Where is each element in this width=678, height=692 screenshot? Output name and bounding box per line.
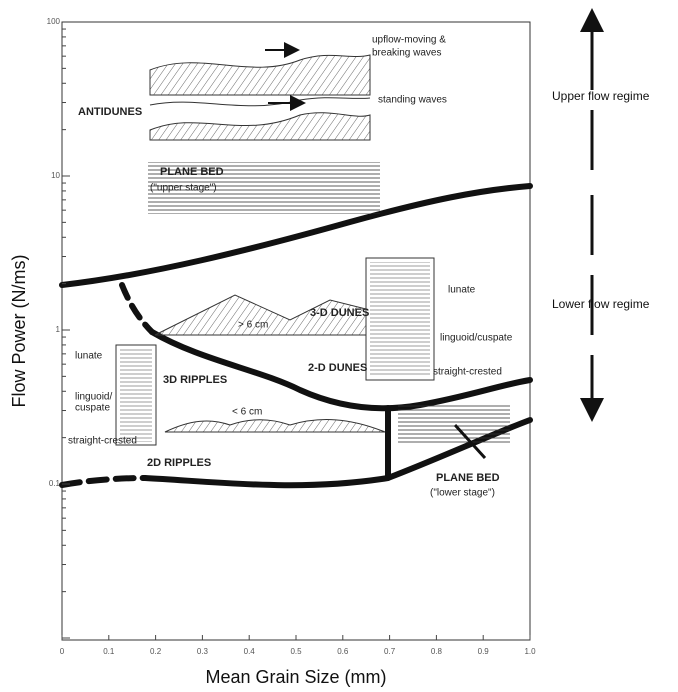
antidune-sketch [150,113,370,140]
label: PLANE BED [436,472,500,484]
dune-planform [370,262,430,376]
boundary-dashed [122,285,152,332]
label: lunate [75,351,103,362]
label: upflow-moving & [372,35,446,46]
x-tick-label: 0.8 [431,647,443,656]
label: < 6 cm [232,407,262,418]
label: ("upper stage") [150,183,217,194]
x-tick-label: 0.9 [478,647,490,656]
label: cuspate [75,403,110,414]
x-tick-label: 0.1 [103,647,115,656]
regime-label: Lower flow regime [552,297,650,311]
lower-plane-bed-sketch [398,405,510,445]
label: breaking waves [372,48,441,59]
x-tick-label: 0.5 [290,647,302,656]
y-tick-label: 10 [51,171,60,180]
water-surface [150,98,370,106]
x-tick-label: 0.4 [244,647,256,656]
ripple-sketch [165,420,385,432]
label: lunate [448,285,476,296]
label: ("lower stage") [430,488,495,499]
diagram: upflow-moving & breaking waves standing … [0,0,678,692]
label: standing waves [378,95,447,106]
x-axis-title: Mean Grain Size (mm) [205,667,386,687]
label: 3-D DUNES [310,307,369,319]
y-tick-label: 0.1 [49,479,61,488]
x-tick-label: 0.6 [337,647,349,656]
regime-label: Upper flow regime [552,89,650,103]
x-tick-label: 1.0 [524,647,536,656]
x-tick-label: 0.3 [197,647,209,656]
x-tick-label: 0 [60,647,65,656]
label: ANTIDUNES [78,106,142,118]
y-tick-label: 100 [47,17,61,26]
label: 3D RIPPLES [163,374,227,386]
label: linguoid/ [75,392,112,403]
label: 2D RIPPLES [147,457,211,469]
label: linguoid/cuspate [440,333,513,344]
label: straight-crested [68,436,137,447]
x-tick-label: 0.7 [384,647,396,656]
label: PLANE BED [160,166,224,178]
y-tick-label: 1 [56,325,61,334]
antidune-sketch [150,55,370,95]
x-tick-label: 0.2 [150,647,162,656]
ripple-planform [120,348,152,442]
y-axis-title: Flow Power (N/ms) [9,254,29,407]
label: 2-D DUNES [308,362,367,374]
label: straight-crested [433,367,502,378]
boundary-dashed-low [62,478,145,485]
label: > 6 cm [238,320,268,331]
